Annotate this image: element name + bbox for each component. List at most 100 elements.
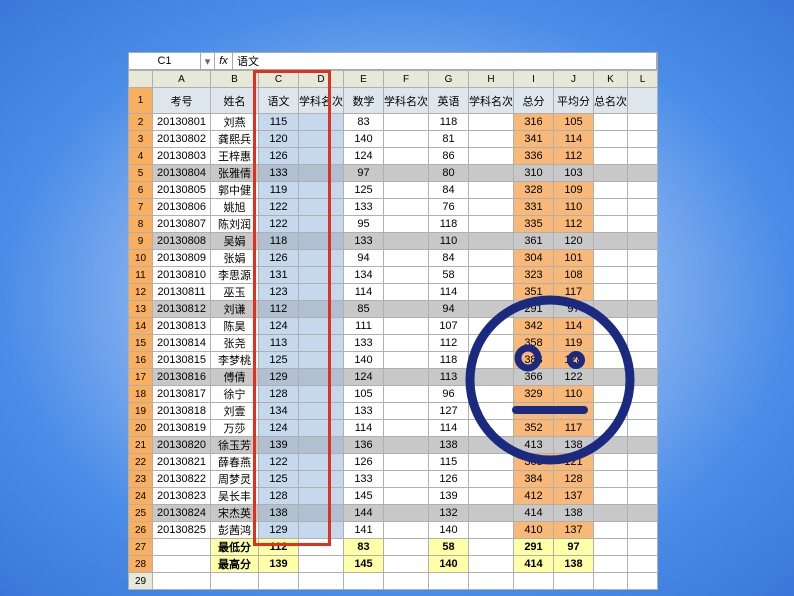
cell[interactable] bbox=[299, 199, 344, 216]
col-header[interactable]: A bbox=[153, 71, 211, 88]
row-header[interactable]: 12 bbox=[129, 284, 153, 301]
cell[interactable] bbox=[594, 318, 628, 335]
row-header[interactable]: 5 bbox=[129, 165, 153, 182]
cell[interactable] bbox=[384, 386, 429, 403]
cell[interactable] bbox=[594, 420, 628, 437]
cell[interactable]: 王梓惠 bbox=[211, 148, 259, 165]
cell[interactable]: 97 bbox=[554, 539, 594, 556]
cell[interactable]: 138 bbox=[554, 437, 594, 454]
cell[interactable] bbox=[594, 335, 628, 352]
cell[interactable] bbox=[153, 539, 211, 556]
cell[interactable] bbox=[594, 522, 628, 539]
cell[interactable]: 118 bbox=[429, 352, 469, 369]
cell[interactable]: 万莎 bbox=[211, 420, 259, 437]
cell[interactable]: 137 bbox=[554, 488, 594, 505]
cell[interactable]: 122 bbox=[259, 216, 299, 233]
cell[interactable] bbox=[469, 522, 514, 539]
cell[interactable] bbox=[469, 573, 514, 590]
cell[interactable] bbox=[469, 335, 514, 352]
cell[interactable] bbox=[299, 216, 344, 233]
cell[interactable] bbox=[299, 522, 344, 539]
cell[interactable]: 20130820 bbox=[153, 437, 211, 454]
cell[interactable]: 徐宁 bbox=[211, 386, 259, 403]
cell[interactable] bbox=[628, 131, 658, 148]
cell[interactable] bbox=[628, 182, 658, 199]
cell[interactable] bbox=[384, 250, 429, 267]
cell[interactable]: 304 bbox=[514, 250, 554, 267]
cell[interactable] bbox=[299, 539, 344, 556]
cell[interactable]: 20130804 bbox=[153, 165, 211, 182]
cell[interactable]: 133 bbox=[344, 471, 384, 488]
cell[interactable]: 131 bbox=[554, 403, 594, 420]
cell[interactable] bbox=[384, 165, 429, 182]
cell[interactable] bbox=[384, 301, 429, 318]
cell[interactable] bbox=[469, 403, 514, 420]
row-header[interactable]: 6 bbox=[129, 182, 153, 199]
cell[interactable] bbox=[469, 556, 514, 573]
cell[interactable]: 95 bbox=[344, 216, 384, 233]
cell[interactable] bbox=[384, 573, 429, 590]
cell[interactable] bbox=[469, 182, 514, 199]
cell[interactable] bbox=[469, 216, 514, 233]
row-header[interactable]: 2 bbox=[129, 114, 153, 131]
cell[interactable] bbox=[299, 267, 344, 284]
cell[interactable] bbox=[628, 403, 658, 420]
col-header[interactable]: L bbox=[628, 71, 658, 88]
cell[interactable]: 97 bbox=[344, 165, 384, 182]
header-cell[interactable]: 学科名次 bbox=[299, 88, 344, 114]
cell[interactable]: 20130814 bbox=[153, 335, 211, 352]
cell[interactable]: 122 bbox=[554, 369, 594, 386]
cell[interactable]: 117 bbox=[554, 420, 594, 437]
cell[interactable]: 414 bbox=[514, 505, 554, 522]
cell[interactable]: 127 bbox=[429, 403, 469, 420]
cell[interactable] bbox=[344, 573, 384, 590]
cell[interactable]: 133 bbox=[259, 165, 299, 182]
cell[interactable]: 86 bbox=[429, 148, 469, 165]
cell[interactable]: 20130807 bbox=[153, 216, 211, 233]
col-header[interactable]: C bbox=[259, 71, 299, 88]
cell[interactable]: 328 bbox=[514, 182, 554, 199]
formula-value[interactable]: 语文 bbox=[233, 53, 657, 69]
cell[interactable]: 133 bbox=[344, 403, 384, 420]
header-cell[interactable]: 考号 bbox=[153, 88, 211, 114]
cell[interactable]: 刘壹 bbox=[211, 403, 259, 420]
cell[interactable] bbox=[628, 114, 658, 131]
cell[interactable]: 97 bbox=[554, 301, 594, 318]
cell[interactable] bbox=[384, 539, 429, 556]
cell[interactable] bbox=[628, 471, 658, 488]
cell[interactable]: 20130823 bbox=[153, 488, 211, 505]
cell[interactable]: 58 bbox=[429, 267, 469, 284]
cell[interactable]: 94 bbox=[429, 301, 469, 318]
row-header[interactable]: 27 bbox=[129, 539, 153, 556]
cell[interactable]: 103 bbox=[554, 165, 594, 182]
cell[interactable]: 姚旭 bbox=[211, 199, 259, 216]
row-header[interactable]: 8 bbox=[129, 216, 153, 233]
cell[interactable] bbox=[594, 148, 628, 165]
cell[interactable]: 136 bbox=[344, 437, 384, 454]
header-cell[interactable]: 数学 bbox=[344, 88, 384, 114]
cell[interactable] bbox=[469, 199, 514, 216]
cell[interactable] bbox=[299, 131, 344, 148]
cell[interactable]: 宋杰英 bbox=[211, 505, 259, 522]
cell[interactable] bbox=[299, 386, 344, 403]
cell[interactable]: 114 bbox=[429, 284, 469, 301]
cell[interactable]: 101 bbox=[554, 250, 594, 267]
cell[interactable] bbox=[628, 386, 658, 403]
cell[interactable]: 122 bbox=[259, 454, 299, 471]
cell[interactable]: 139 bbox=[259, 556, 299, 573]
header-cell[interactable]: 英语 bbox=[429, 88, 469, 114]
cell[interactable]: 112 bbox=[554, 148, 594, 165]
cell[interactable]: 80 bbox=[429, 165, 469, 182]
cell[interactable]: 吴长丰 bbox=[211, 488, 259, 505]
header-cell[interactable]: 姓名 bbox=[211, 88, 259, 114]
cell[interactable] bbox=[469, 352, 514, 369]
cell[interactable]: 李思源 bbox=[211, 267, 259, 284]
cell[interactable]: 83 bbox=[344, 114, 384, 131]
cell[interactable] bbox=[384, 454, 429, 471]
cell[interactable] bbox=[299, 250, 344, 267]
cell[interactable]: 129 bbox=[259, 369, 299, 386]
cell[interactable] bbox=[594, 352, 628, 369]
cell[interactable] bbox=[628, 437, 658, 454]
cell[interactable] bbox=[211, 573, 259, 590]
cell[interactable]: 20130816 bbox=[153, 369, 211, 386]
